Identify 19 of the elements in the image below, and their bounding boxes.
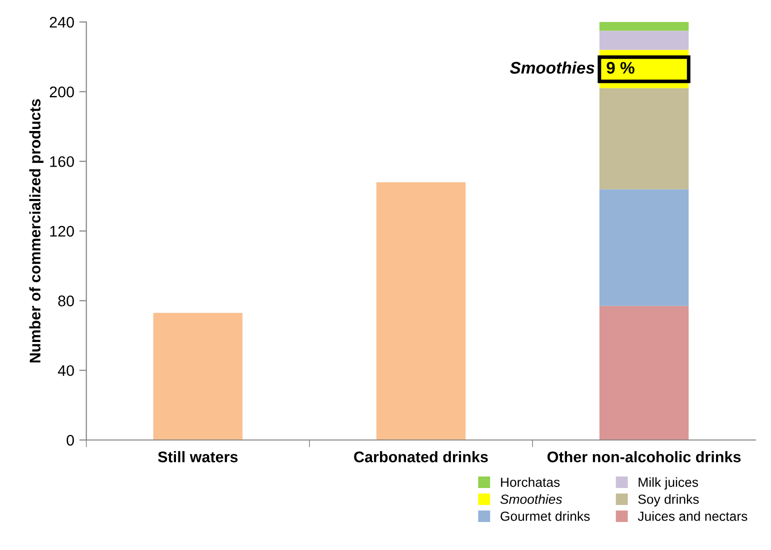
- legend-label: Soy drinks: [638, 494, 699, 507]
- y-tick-label: 120: [50, 226, 74, 237]
- legend-label: Gourmet drinks: [500, 511, 590, 521]
- x-tick-label: Still waters: [158, 451, 238, 462]
- y-tick-label: 0: [66, 434, 74, 446]
- y-tick-label: 240: [50, 16, 74, 28]
- y-tick-label: 200: [50, 86, 74, 98]
- legend-label: Smoothies: [500, 494, 562, 504]
- y-tick-label: 80: [58, 296, 74, 306]
- y-tick-label: 160: [50, 156, 74, 168]
- x-tick-label: Other non-alcoholic drinks: [547, 451, 741, 462]
- annotation: 9 %: [606, 62, 634, 74]
- x-tick-label: Carbonated drinks: [354, 451, 488, 462]
- legend-label: Horchatas: [501, 477, 560, 487]
- legend-label: Juices and nectars: [638, 511, 748, 521]
- y-axis-title: Number of commercialized products: [29, 99, 44, 362]
- y-tick-label: 40: [58, 365, 74, 376]
- legend-label: Milk juices: [638, 477, 698, 490]
- annotation: Smoothies: [510, 61, 594, 74]
